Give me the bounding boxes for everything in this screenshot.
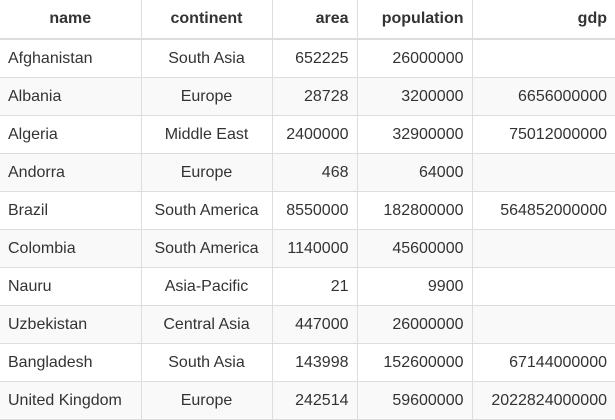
table-row: Algeria Middle East 2400000 32900000 750… bbox=[0, 115, 615, 154]
table-row: Andorra Europe 468 64000 bbox=[0, 153, 615, 192]
cell-continent: Central Asia bbox=[140, 305, 273, 344]
table-row: Brazil South America 8550000 182800000 5… bbox=[0, 191, 615, 230]
cell-continent: Europe bbox=[140, 77, 273, 116]
cell-name: Andorra bbox=[0, 153, 142, 192]
table-row: Uzbekistan Central Asia 447000 26000000 bbox=[0, 305, 615, 344]
cell-population: 45600000 bbox=[356, 229, 473, 268]
table-body: Afghanistan South Asia 652225 26000000 A… bbox=[0, 38, 615, 420]
header-name: name bbox=[0, 0, 142, 40]
cell-name: Uzbekistan bbox=[0, 305, 142, 344]
cell-gdp: 6656000000 bbox=[471, 77, 615, 116]
cell-gdp: 2022824000000 bbox=[471, 381, 615, 420]
cell-gdp bbox=[471, 267, 615, 306]
cell-continent: Europe bbox=[140, 381, 273, 420]
cell-continent: Europe bbox=[140, 153, 273, 192]
cell-population: 32900000 bbox=[356, 115, 473, 154]
cell-area: 468 bbox=[271, 153, 358, 192]
cell-area: 2400000 bbox=[271, 115, 358, 154]
cell-population: 26000000 bbox=[356, 38, 473, 78]
cell-area: 447000 bbox=[271, 305, 358, 344]
cell-name: Brazil bbox=[0, 191, 142, 230]
cell-area: 242514 bbox=[271, 381, 358, 420]
cell-gdp: 67144000000 bbox=[471, 343, 615, 382]
header-area: area bbox=[271, 0, 358, 40]
cell-population: 3200000 bbox=[356, 77, 473, 116]
cell-area: 28728 bbox=[271, 77, 358, 116]
table-row: Albania Europe 28728 3200000 6656000000 bbox=[0, 77, 615, 116]
cell-population: 9900 bbox=[356, 267, 473, 306]
cell-name: Algeria bbox=[0, 115, 142, 154]
cell-name: Nauru bbox=[0, 267, 142, 306]
table-row: Bangladesh South Asia 143998 152600000 6… bbox=[0, 343, 615, 382]
cell-gdp bbox=[471, 38, 615, 78]
header-row: name continent area population gdp bbox=[0, 0, 615, 40]
cell-population: 26000000 bbox=[356, 305, 473, 344]
header-continent: continent bbox=[140, 0, 273, 40]
table-row: Nauru Asia-Pacific 21 9900 bbox=[0, 267, 615, 306]
table-row: Afghanistan South Asia 652225 26000000 bbox=[0, 38, 615, 78]
cell-name: Colombia bbox=[0, 229, 142, 268]
cell-continent: South America bbox=[140, 229, 273, 268]
cell-continent: Asia-Pacific bbox=[140, 267, 273, 306]
cell-continent: South Asia bbox=[140, 343, 273, 382]
cell-continent: Middle East bbox=[140, 115, 273, 154]
cell-population: 59600000 bbox=[356, 381, 473, 420]
cell-area: 143998 bbox=[271, 343, 358, 382]
cell-continent: South America bbox=[140, 191, 273, 230]
cell-gdp bbox=[471, 153, 615, 192]
header-population: population bbox=[356, 0, 473, 40]
cell-area: 8550000 bbox=[271, 191, 358, 230]
cell-population: 64000 bbox=[356, 153, 473, 192]
cell-gdp bbox=[471, 305, 615, 344]
cell-name: Afghanistan bbox=[0, 38, 142, 78]
cell-population: 152600000 bbox=[356, 343, 473, 382]
cell-population: 182800000 bbox=[356, 191, 473, 230]
table-row: United Kingdom Europe 242514 59600000 20… bbox=[0, 381, 615, 420]
cell-area: 21 bbox=[271, 267, 358, 306]
cell-gdp: 564852000000 bbox=[471, 191, 615, 230]
table-row: Colombia South America 1140000 45600000 bbox=[0, 229, 615, 268]
cell-area: 1140000 bbox=[271, 229, 358, 268]
header-gdp: gdp bbox=[471, 0, 615, 40]
cell-continent: South Asia bbox=[140, 38, 273, 78]
cell-name: Albania bbox=[0, 77, 142, 116]
cell-gdp: 75012000000 bbox=[471, 115, 615, 154]
cell-area: 652225 bbox=[271, 38, 358, 78]
cell-gdp bbox=[471, 229, 615, 268]
cell-name: Bangladesh bbox=[0, 343, 142, 382]
cell-name: United Kingdom bbox=[0, 381, 142, 420]
